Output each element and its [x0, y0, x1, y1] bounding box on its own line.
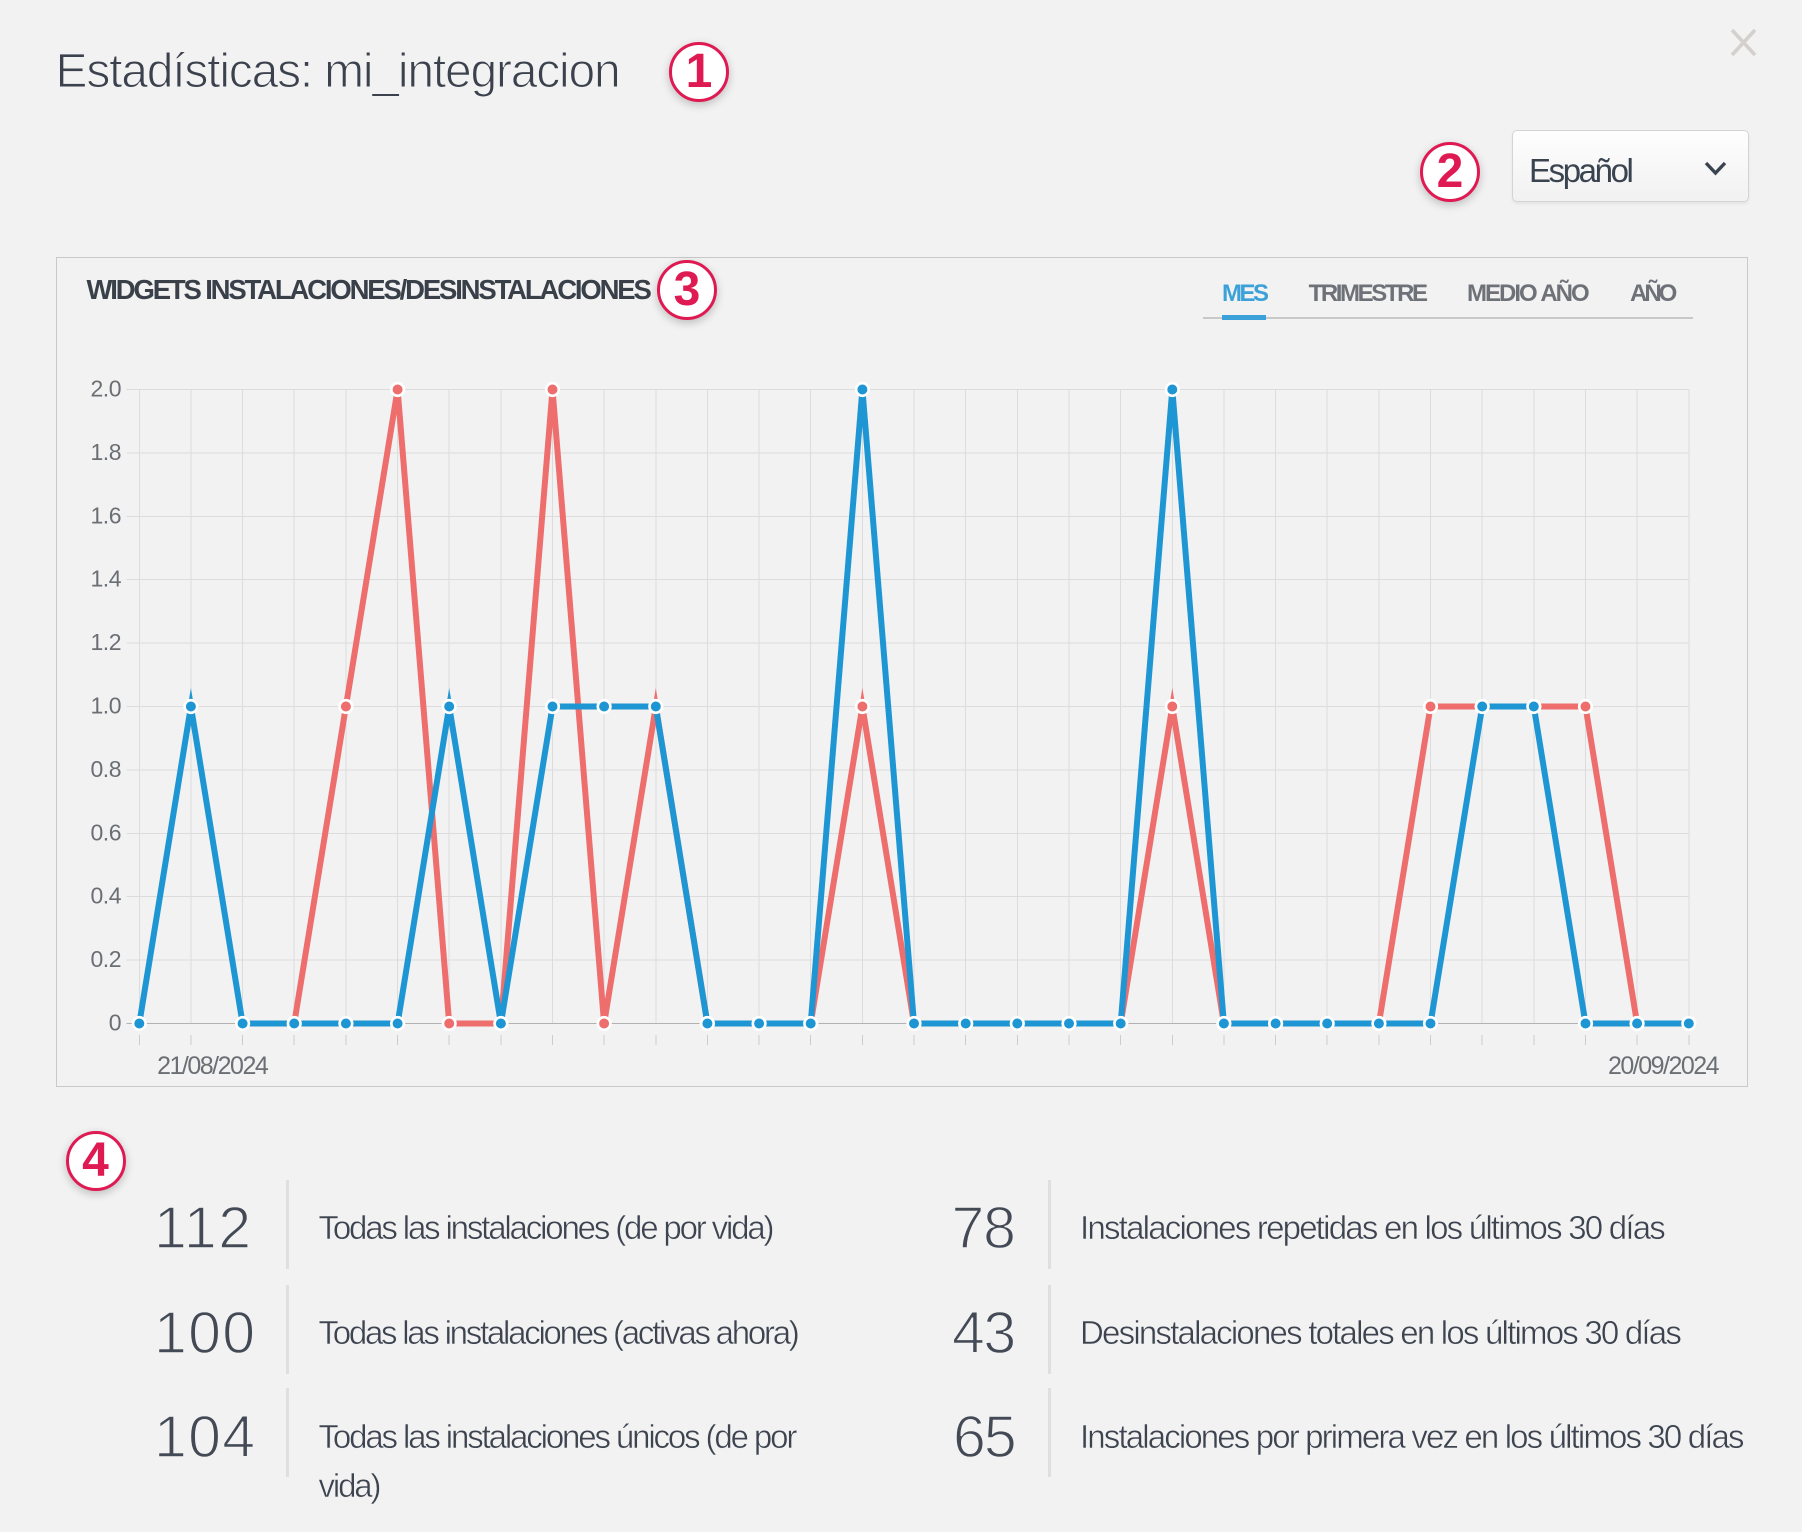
svg-text:0.6: 0.6	[90, 819, 120, 845]
svg-text:0.8: 0.8	[90, 755, 120, 781]
svg-text:1.4: 1.4	[90, 565, 121, 591]
svg-text:0: 0	[108, 1009, 120, 1035]
svg-text:1.8: 1.8	[90, 438, 120, 464]
svg-text:1.0: 1.0	[90, 692, 120, 718]
svg-text:1.2: 1.2	[90, 629, 120, 655]
svg-text:1.6: 1.6	[90, 502, 120, 528]
svg-text:21/08/2024: 21/08/2024	[157, 1052, 269, 1080]
svg-text:0.2: 0.2	[90, 946, 120, 972]
svg-text:20/09/2024: 20/09/2024	[1607, 1052, 1719, 1080]
svg-text:0.4: 0.4	[90, 882, 121, 908]
svg-text:2.0: 2.0	[90, 375, 120, 401]
